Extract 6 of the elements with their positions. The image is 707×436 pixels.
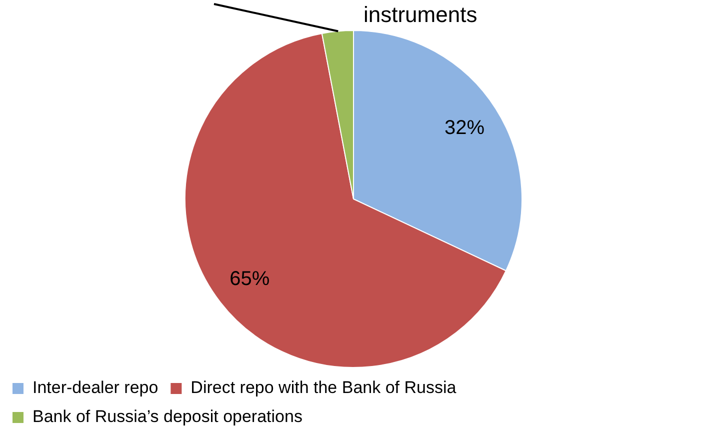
legend-label: Inter-dealer repo [32,378,158,398]
text: instruments [364,2,478,28]
legend-label: Direct repo with the Bank of Russia [190,378,457,398]
legend-label: Bank of Russia’s deposit operations [32,407,302,426]
data-label: 32% [444,117,485,140]
data-label: 65% [230,268,270,290]
